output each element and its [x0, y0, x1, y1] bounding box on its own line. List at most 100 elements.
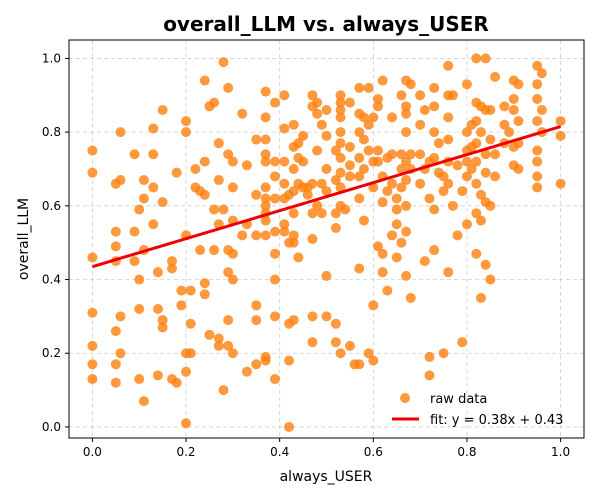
data-point [330, 337, 341, 348]
data-point [190, 163, 201, 174]
data-point [358, 163, 369, 174]
data-point [223, 340, 234, 351]
data-point [443, 112, 454, 123]
data-point [218, 57, 229, 68]
data-point [335, 152, 346, 163]
data-point [209, 97, 220, 108]
data-point [335, 97, 346, 108]
data-point [270, 374, 280, 385]
data-point [471, 116, 482, 127]
data-point [401, 175, 412, 186]
data-point [340, 204, 351, 215]
data-point [555, 130, 566, 141]
data-point [391, 219, 402, 230]
legend: raw data fit: y = 0.38x + 0.43 [392, 392, 563, 428]
data-point [251, 230, 262, 241]
data-point [270, 171, 280, 182]
data-point [396, 182, 407, 193]
data-point [152, 267, 163, 278]
data-point [401, 226, 412, 237]
data-point [405, 149, 416, 160]
data-point [461, 219, 472, 230]
data-point [452, 230, 463, 241]
data-point [270, 274, 280, 285]
data-point [129, 226, 140, 237]
data-point [110, 326, 121, 337]
y-tick-label: 0.8 [42, 125, 61, 139]
data-point [461, 79, 472, 90]
data-point [213, 333, 224, 344]
data-point [284, 355, 295, 366]
data-point [373, 145, 383, 156]
data-point [330, 318, 341, 329]
data-point [532, 79, 543, 90]
data-point [129, 149, 140, 160]
fit-line-layer [91, 125, 562, 269]
data-point [321, 270, 332, 281]
data-point [391, 193, 402, 204]
data-point [199, 278, 210, 289]
data-point [110, 241, 121, 252]
data-point [330, 222, 341, 233]
x-tick-label: 0.6 [364, 445, 383, 459]
data-point [401, 156, 412, 167]
data-point [354, 127, 365, 138]
data-point [223, 82, 234, 93]
data-point [279, 156, 290, 167]
data-point [396, 237, 407, 248]
data-point [344, 160, 355, 171]
data-point [260, 215, 271, 226]
data-point [218, 385, 229, 396]
data-point [536, 105, 547, 116]
data-point [213, 340, 224, 351]
data-point [373, 241, 383, 252]
data-point [419, 256, 430, 267]
data-point [176, 285, 187, 296]
data-point [138, 193, 149, 204]
raw-data-points [87, 53, 566, 432]
data-point [485, 200, 496, 211]
data-point [115, 175, 126, 186]
data-point [293, 138, 304, 149]
data-point [223, 315, 234, 326]
data-point [452, 160, 463, 171]
data-point [87, 167, 98, 178]
data-point [260, 149, 271, 160]
data-point [115, 311, 126, 322]
data-point [209, 204, 220, 215]
x-axis-ticks: 0.0 0.2 0.4 0.6 0.8 1.0 [83, 438, 570, 459]
data-point [382, 186, 393, 197]
data-point [321, 105, 332, 116]
data-point [532, 182, 543, 193]
data-point [344, 97, 355, 108]
data-point [377, 197, 388, 208]
data-point [513, 116, 524, 127]
data-point [443, 134, 454, 145]
data-point [134, 374, 145, 385]
data-point [377, 267, 388, 278]
data-point [307, 337, 318, 348]
data-point [213, 138, 224, 149]
data-point [288, 237, 299, 248]
data-point [438, 186, 449, 197]
data-point [321, 311, 332, 322]
data-point [199, 289, 210, 300]
data-point [461, 171, 472, 182]
data-point [148, 149, 159, 160]
data-point [419, 105, 430, 116]
data-point [358, 134, 369, 145]
data-point [181, 127, 192, 138]
data-point [424, 193, 435, 204]
data-point [237, 108, 248, 119]
data-point [344, 171, 355, 182]
data-point [87, 359, 98, 370]
y-axis-ticks: 0.0 0.2 0.4 0.6 0.8 1.0 [42, 51, 69, 434]
y-tick-label: 1.0 [42, 51, 61, 65]
y-tick-label: 0.0 [42, 420, 61, 434]
data-point [260, 182, 271, 193]
x-tick-label: 0.0 [83, 445, 102, 459]
data-point [373, 156, 383, 167]
data-point [363, 348, 374, 359]
data-point [279, 226, 290, 237]
data-point [185, 348, 196, 359]
